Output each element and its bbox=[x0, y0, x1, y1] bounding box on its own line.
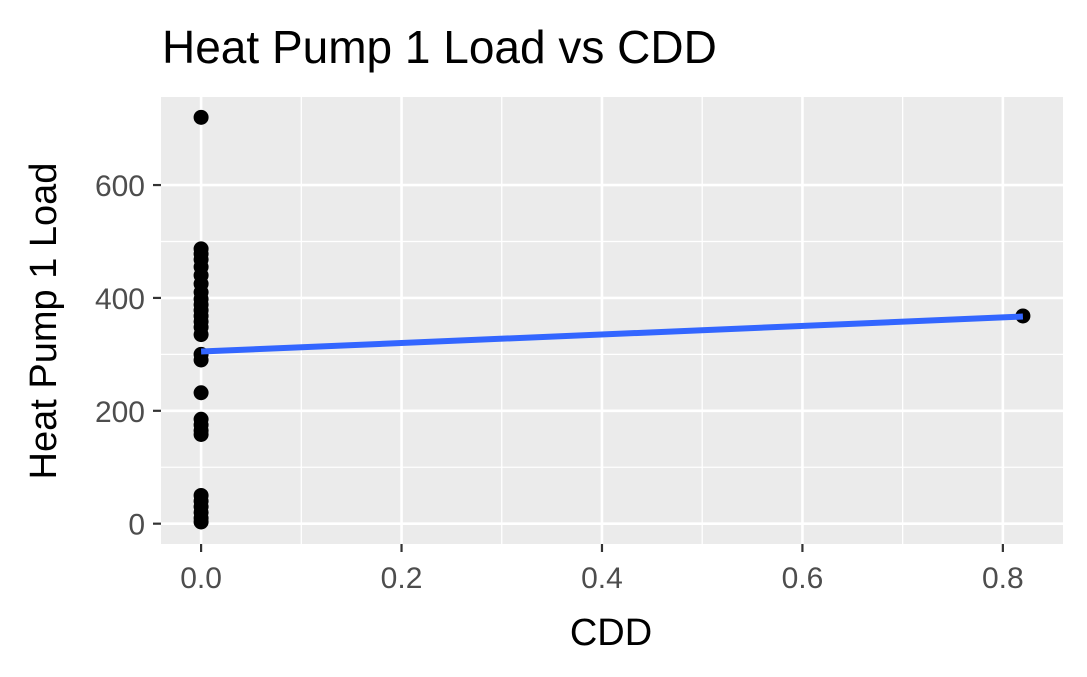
data-point bbox=[193, 109, 209, 125]
data-point bbox=[193, 327, 209, 343]
y-tick-label: 200 bbox=[95, 396, 145, 429]
data-point bbox=[193, 514, 209, 530]
x-tick-label: 0.0 bbox=[180, 562, 222, 595]
chart-title: Heat Pump 1 Load vs CDD bbox=[162, 21, 717, 73]
y-tick-label: 0 bbox=[128, 509, 145, 542]
data-point bbox=[193, 352, 209, 368]
y-tick-label: 600 bbox=[95, 170, 145, 203]
grid-minor bbox=[161, 97, 1063, 544]
y-axis-title: Heat Pump 1 Load bbox=[23, 163, 65, 480]
data-point bbox=[1015, 308, 1031, 324]
x-tick-label: 0.6 bbox=[782, 562, 824, 595]
x-tick-label: 0.4 bbox=[581, 562, 623, 595]
x-tick-label: 0.8 bbox=[982, 562, 1024, 595]
trend-line bbox=[200, 313, 1024, 355]
data-point bbox=[193, 385, 209, 401]
y-tick-label: 400 bbox=[95, 283, 145, 316]
grid-major bbox=[161, 97, 1063, 544]
x-axis-title: CDD bbox=[570, 612, 652, 654]
x-axis-ticks: 0.0 0.2 0.4 0.6 0.8 bbox=[180, 544, 1024, 595]
y-axis-ticks: 0 200 400 600 bbox=[95, 170, 161, 542]
x-tick-label: 0.2 bbox=[381, 562, 423, 595]
data-point bbox=[193, 427, 209, 443]
